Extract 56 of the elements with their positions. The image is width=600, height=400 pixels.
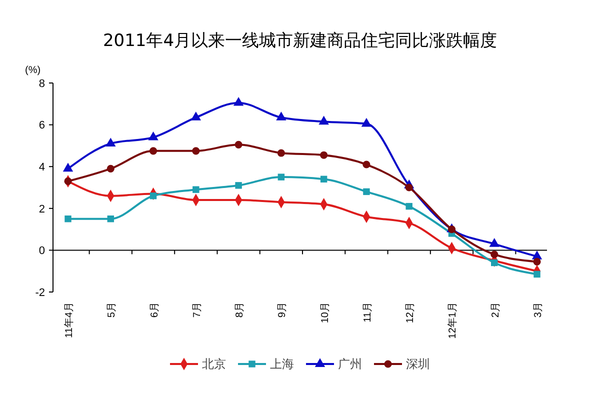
point <box>489 238 500 247</box>
y-axis-title: (%) <box>25 65 41 76</box>
point <box>534 270 540 278</box>
point <box>192 186 200 193</box>
point <box>148 131 158 140</box>
point <box>64 215 72 222</box>
point <box>361 118 372 127</box>
point <box>278 174 285 180</box>
point <box>406 202 412 210</box>
point <box>149 147 158 155</box>
x-tick-label: 12月 <box>405 302 416 324</box>
x-tick-label: 5月 <box>106 302 118 318</box>
point <box>490 250 498 258</box>
x-tick-label: 11年4月 <box>63 302 75 338</box>
point <box>107 215 114 222</box>
legend-label: 上海 <box>270 357 294 372</box>
point <box>276 112 286 120</box>
x-tick-label: 12年1月 <box>446 302 459 339</box>
point <box>320 176 328 182</box>
point <box>491 259 498 266</box>
x-tick-label: 11月 <box>362 302 374 322</box>
x-tick-label: 3月 <box>533 302 544 318</box>
x-tick-label: 7月 <box>192 302 203 318</box>
point <box>62 162 74 172</box>
x-tick-label: 10月 <box>320 302 331 324</box>
point <box>234 140 242 148</box>
legend-label: 深圳 <box>406 357 430 372</box>
point <box>233 96 244 106</box>
point <box>235 182 242 189</box>
point <box>362 160 370 168</box>
legend-label: 北京 <box>202 357 226 372</box>
point <box>190 112 202 120</box>
point <box>533 258 541 266</box>
point <box>150 192 157 200</box>
point <box>106 138 116 147</box>
x-tick-label: 2月 <box>490 302 502 318</box>
chart-title: 2011年4月以来一线城市新建商品住宅同比涨跌幅度 <box>102 31 498 51</box>
point <box>320 151 328 159</box>
point <box>448 226 456 234</box>
y-tick-label: 4 <box>38 161 45 174</box>
y-tick-label: 8 <box>38 78 45 90</box>
y-tick-label: 2 <box>38 203 45 216</box>
y-tick-label: 0 <box>38 245 45 258</box>
point <box>363 188 370 196</box>
point <box>277 149 285 157</box>
point <box>192 147 200 155</box>
legend-label: 广州 <box>338 357 362 372</box>
x-tick-label: 9月 <box>277 302 288 318</box>
x-tick-label: 8月 <box>234 302 246 318</box>
point <box>64 177 72 186</box>
x-tick-label: 6月 <box>149 302 160 318</box>
y-tick-label: -2 <box>35 286 45 299</box>
point <box>106 164 114 172</box>
y-tick-label: 6 <box>38 120 45 132</box>
point <box>405 184 413 192</box>
point <box>318 116 329 125</box>
